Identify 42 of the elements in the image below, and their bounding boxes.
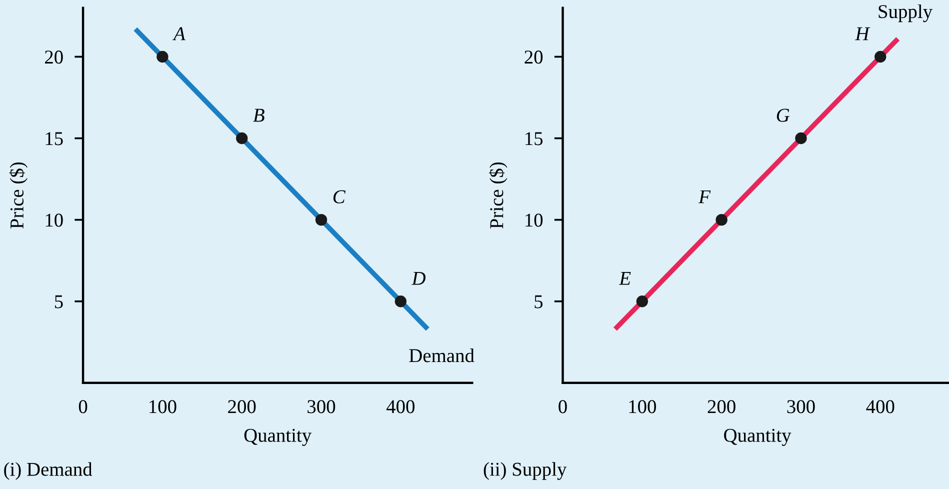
point: [874, 50, 886, 63]
x-tick-label: 400: [866, 400, 894, 414]
series-label: Demand: [409, 348, 474, 362]
annotation: F: [698, 190, 711, 204]
point: [636, 296, 648, 308]
annotation: A: [172, 27, 186, 40]
x-tick-label: 300: [787, 400, 815, 414]
point: [315, 214, 328, 226]
x-tick-label: 200: [228, 400, 256, 414]
point: [236, 132, 248, 144]
y-axis-title: Price ($): [488, 162, 508, 229]
annotation: D: [412, 272, 426, 285]
x-tick-label: 300: [308, 400, 336, 414]
x-tick-label: 200: [708, 400, 736, 414]
annotation: E: [618, 272, 631, 285]
y-tick-label: 5: [534, 295, 543, 308]
annotation: B: [253, 108, 264, 122]
x-tick-label: 0: [78, 400, 88, 414]
annotation: C: [333, 190, 346, 204]
point: [156, 50, 168, 63]
y-tick-label: 20: [524, 50, 543, 64]
y-tick-label: 10: [526, 214, 543, 227]
annotation: G: [776, 108, 790, 122]
x-axis-title: Quantity: [724, 428, 792, 446]
text: (i) Demand: [4, 462, 92, 480]
y-tick-label: 15: [526, 132, 543, 146]
y-tick-label: 20: [45, 50, 63, 64]
x-tick-label: 100: [150, 400, 176, 414]
y-tick-label: 5: [55, 295, 63, 308]
series-label: Supply: [878, 4, 932, 22]
annotation: H: [855, 27, 870, 40]
y-tick-label: 15: [46, 132, 63, 146]
point: [394, 296, 407, 308]
x-axis-title: Quantity: [244, 428, 312, 446]
x-tick-label: 100: [629, 400, 656, 414]
x-tick-label: 0: [558, 400, 567, 414]
point: [716, 214, 728, 226]
x-tick-label: 400: [386, 400, 415, 414]
y-axis-title: Price ($): [9, 162, 28, 229]
text: (ii) Supply: [484, 462, 567, 480]
point: [795, 132, 807, 144]
y-tick-label: 10: [46, 214, 63, 227]
